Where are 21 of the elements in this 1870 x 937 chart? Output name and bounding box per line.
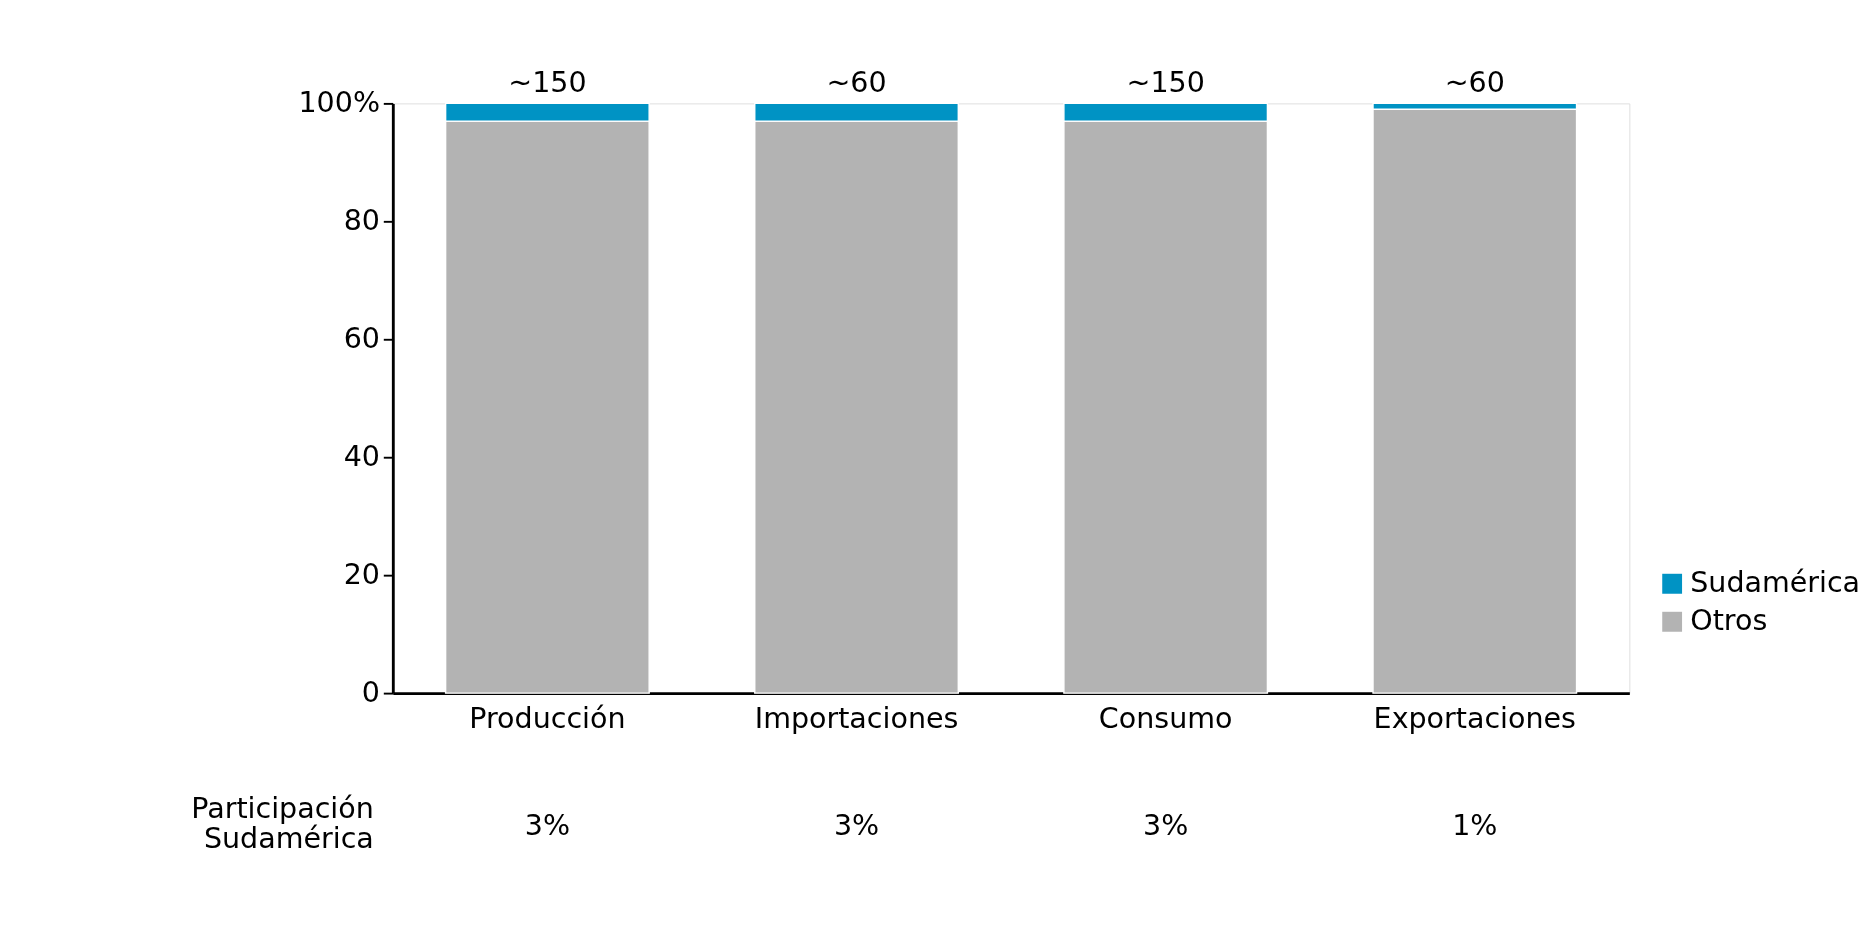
x-tick-label: Importaciones: [754, 701, 959, 735]
y-tick-label: 80: [343, 204, 380, 238]
y-tick-label: 20: [343, 558, 380, 592]
x-tick-label: Exportaciones: [1373, 701, 1576, 735]
y-tick-label: 40: [343, 440, 380, 474]
data-label: 3%: [833, 808, 880, 842]
text: Participación Sudamérica: [191, 791, 374, 856]
annotation: ~150: [1126, 65, 1205, 99]
annotation: ~60: [1444, 65, 1505, 99]
legend-label: Sudamérica: [1690, 566, 1861, 600]
data-label: 1%: [1452, 808, 1498, 842]
data-label: 3%: [1143, 808, 1189, 842]
y-tick-label: 100%: [298, 86, 380, 120]
x-tick-label: Producción: [469, 701, 626, 735]
annotation: ~60: [826, 65, 887, 99]
y-tick-label: 60: [343, 322, 380, 356]
annotation: ~150: [508, 65, 587, 99]
legend-label: Otros: [1690, 604, 1768, 638]
x-tick-label: Consumo: [1098, 701, 1233, 735]
y-tick-label: 0: [361, 676, 380, 710]
data-label: 3%: [524, 808, 571, 842]
